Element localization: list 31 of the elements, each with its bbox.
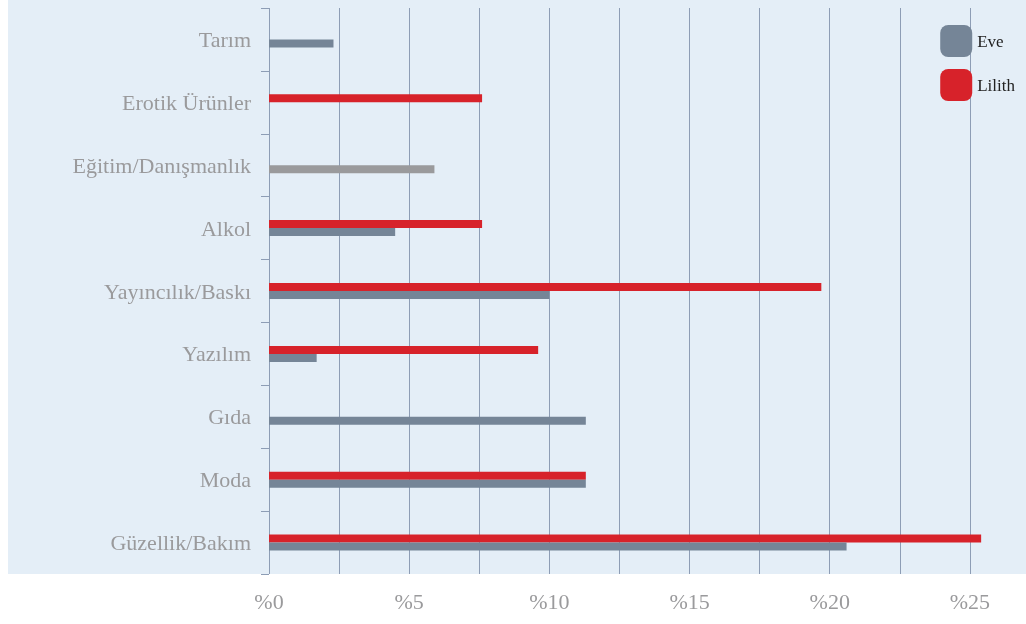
bar	[269, 220, 483, 229]
bar	[269, 416, 586, 425]
x-tick-label: %0	[254, 588, 284, 614]
y-tick-label: Yazılım	[182, 341, 251, 367]
x-tick-label: %15	[669, 588, 710, 614]
bar	[269, 471, 586, 480]
bar	[269, 291, 550, 299]
y-tick-label: Güzellik/Bakım	[110, 530, 251, 556]
legend-label: Eve	[977, 31, 1004, 51]
bar	[269, 228, 396, 237]
bar	[269, 283, 822, 291]
legend-label: Lilith	[977, 75, 1016, 95]
bar	[269, 39, 334, 48]
x-tick-label: %5	[394, 588, 424, 614]
y-tick-label: Alkol	[200, 215, 251, 241]
x-tick-label: %20	[809, 588, 850, 614]
bar	[269, 165, 435, 174]
y-tick-label: Yayıncılık/Baskı	[104, 278, 251, 304]
bar	[269, 353, 317, 362]
y-tick-label: Moda	[199, 467, 252, 493]
x-tick-label: %10	[529, 588, 570, 614]
bar	[269, 94, 483, 103]
x-tick-label: %25	[949, 588, 991, 614]
y-tick-label: Eğitim/Danışmanlık	[72, 152, 251, 178]
y-tick-label: Gıda	[208, 404, 252, 430]
y-tick-label: Tarım	[198, 26, 251, 52]
bar	[269, 534, 982, 543]
bar	[269, 542, 847, 551]
y-tick-label: Erotik Ürünler	[122, 89, 252, 115]
bar	[269, 479, 586, 488]
bar	[269, 345, 539, 354]
